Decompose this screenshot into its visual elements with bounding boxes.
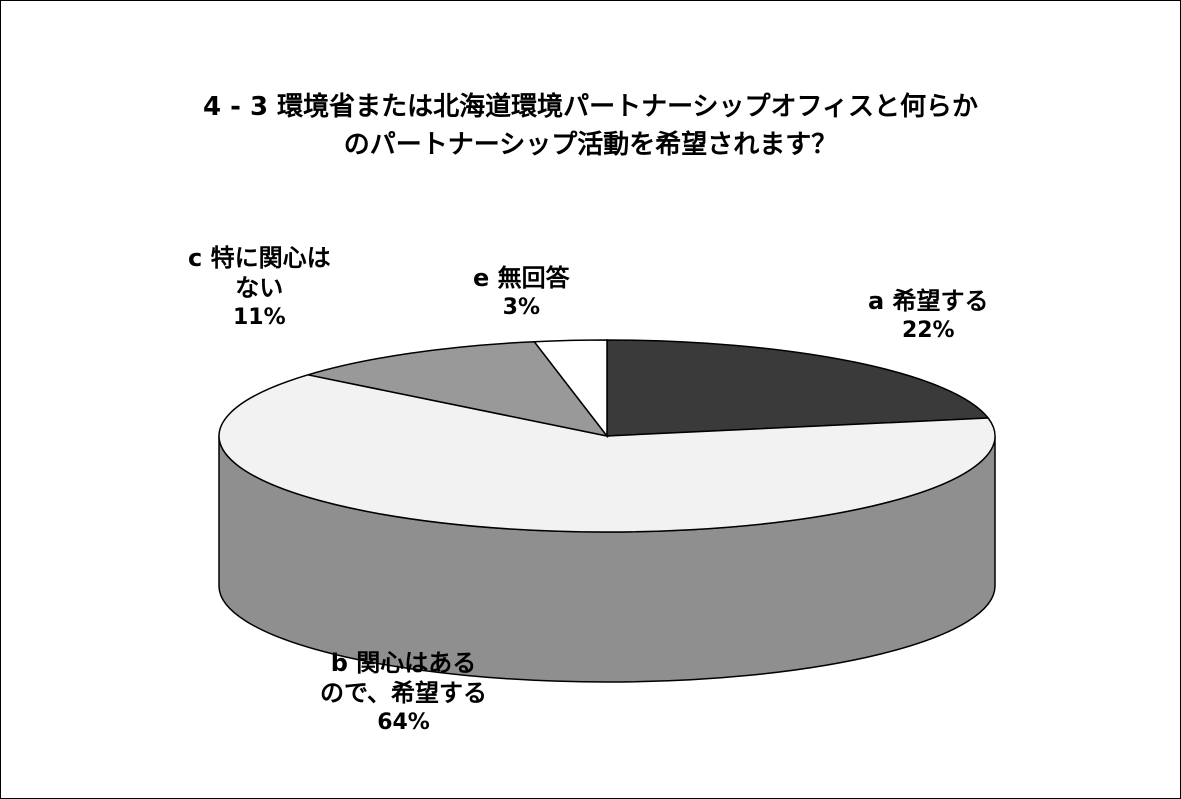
label-b-percent: 64% bbox=[377, 710, 430, 735]
label-c-percent: 11% bbox=[232, 305, 286, 330]
label-b: b 関心はある ので、希望する 64% bbox=[320, 648, 487, 738]
pie-slice-group bbox=[218, 339, 996, 533]
label-b-name-line-1: b 関心はある bbox=[330, 649, 477, 677]
label-a: a 希望する 22% bbox=[868, 286, 989, 346]
pie-slice-b bbox=[218, 374, 996, 533]
chart-title-line-1: 4 - 3 環境省または北海道環境パートナーシップオフィスと何らか bbox=[202, 92, 979, 122]
label-e-name: e 無回答 bbox=[473, 264, 570, 292]
pie-slice-c bbox=[307, 340, 609, 438]
label-a-percent: 22% bbox=[901, 318, 955, 343]
label-c-name-line-1: c 特に関心は bbox=[188, 244, 331, 272]
chart-title: 4 - 3 環境省または北海道環境パートナーシップオフィスと何らか のパートナー… bbox=[0, 88, 1181, 164]
label-b-name-line-2: ので、希望する bbox=[320, 679, 488, 707]
label-c-name-line-2: ない bbox=[235, 274, 284, 302]
label-a-name: a 希望する bbox=[868, 287, 989, 315]
label-e: e 無回答 3% bbox=[473, 263, 570, 323]
pie-slice-a bbox=[606, 339, 990, 437]
label-e-percent: 3% bbox=[502, 295, 540, 320]
label-c: c 特に関心は ない 11% bbox=[188, 243, 331, 333]
chart-title-line-2: のパートナーシップ活動を希望されます？ bbox=[343, 130, 838, 160]
pie-slice-e bbox=[532, 339, 608, 439]
